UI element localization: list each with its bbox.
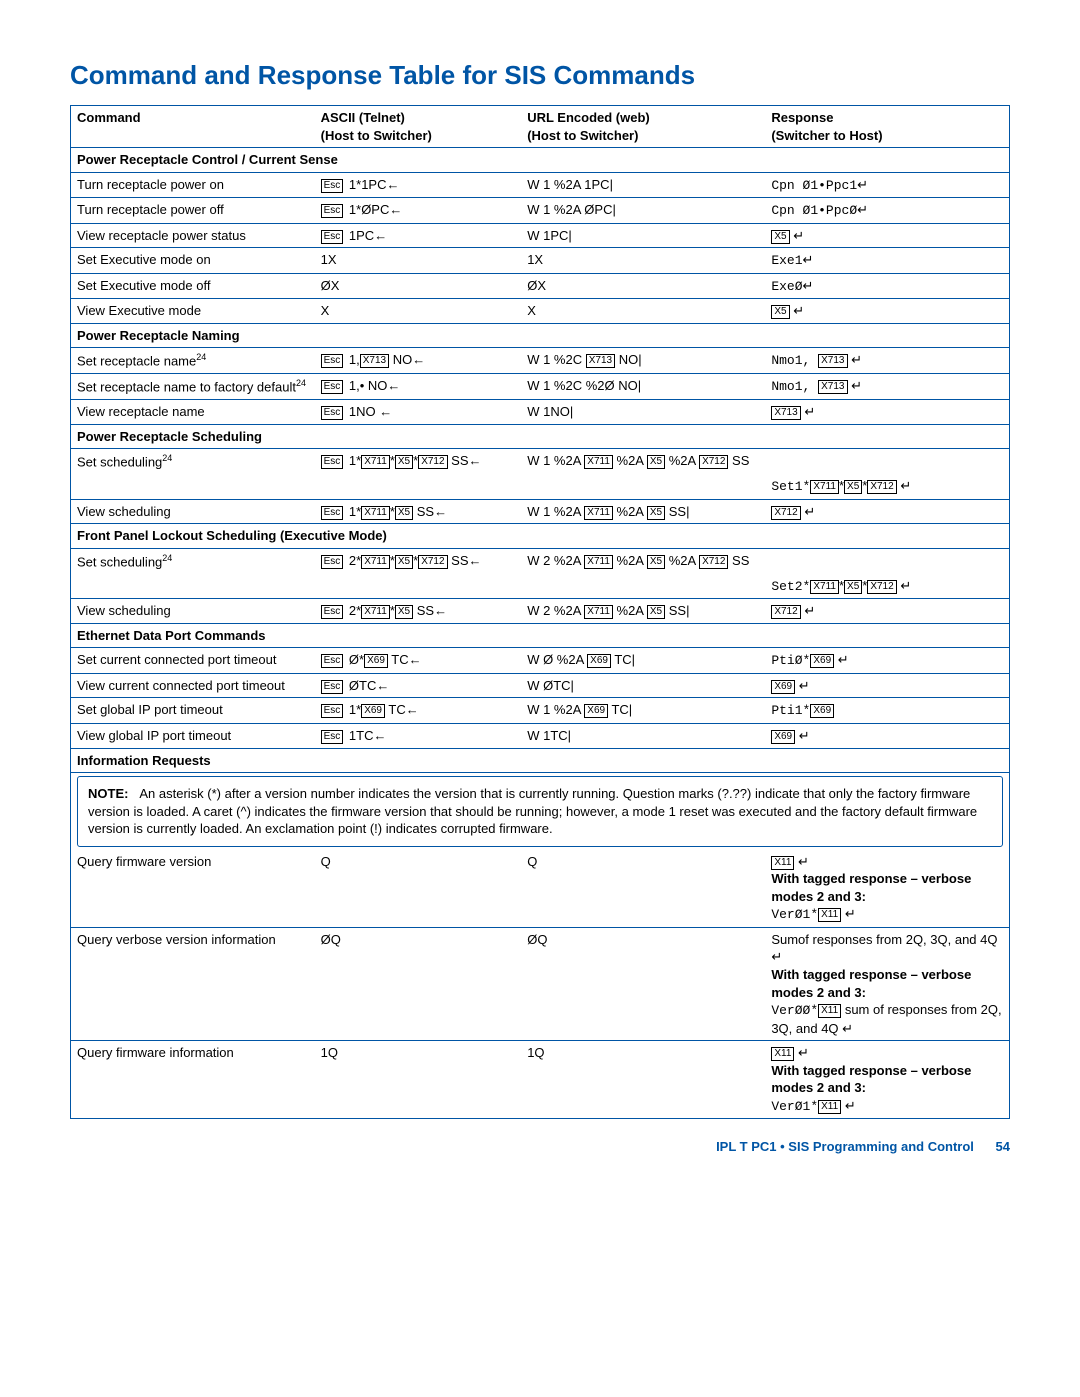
section-lockout: Front Panel Lockout Scheduling (Executiv… [71, 524, 1010, 549]
table-row: View Executive modeXX X5 [71, 299, 1010, 324]
hdr-response: Response(Switcher to Host) [765, 106, 1009, 148]
table-row: Query firmware information 1Q 1Q X11 Wit… [71, 1041, 1010, 1119]
section-ethernet: Ethernet Data Port Commands [71, 623, 1010, 648]
table-row: Set2*X711*X5*X712 [71, 574, 1010, 599]
table-row: Turn receptacle power off Esc 1*ØPC W 1 … [71, 198, 1010, 224]
section-scheduling: Power Receptacle Scheduling [71, 424, 1010, 449]
table-row: Query verbose version information ØQ ØQ … [71, 927, 1010, 1040]
table-row: Set1*X711*X5*X712 [71, 474, 1010, 499]
note-label: NOTE: [88, 786, 128, 801]
hdr-command: Command [71, 106, 315, 148]
hdr-url: URL Encoded (web)(Host to Switcher) [521, 106, 765, 148]
table-row: Set scheduling24 Esc 1*X711*X5*X712 SS W… [71, 449, 1010, 474]
table-row: Set receptacle name to factory default24… [71, 374, 1010, 400]
table-row: Set current connected port timeout Esc Ø… [71, 648, 1010, 674]
command-table: Command ASCII (Telnet)(Host to Switcher)… [70, 105, 1010, 1119]
section-naming: Power Receptacle Naming [71, 323, 1010, 348]
section-power-control: Power Receptacle Control / Current Sense [71, 148, 1010, 173]
note-row: NOTE: An asterisk (*) after a version nu… [71, 773, 1010, 850]
table-row: Set global IP port timeout Esc 1*X69 TC … [71, 698, 1010, 724]
table-row: View receptacle name Esc 1NO W 1NO| X713 [71, 400, 1010, 425]
table-row: Set scheduling24 Esc 2*X711*X5*X712 SS W… [71, 548, 1010, 573]
page-footer: IPL T PC1 • SIS Programming and Control … [70, 1139, 1010, 1154]
table-row: View current connected port timeout Esc … [71, 673, 1010, 698]
table-header: Command ASCII (Telnet)(Host to Switcher)… [71, 106, 1010, 148]
table-row: View scheduling Esc 1*X711*X5 SS W 1 %2A… [71, 499, 1010, 524]
hdr-ascii: ASCII (Telnet)(Host to Switcher) [315, 106, 522, 148]
footer-text: IPL T PC1 • SIS Programming and Control [716, 1139, 974, 1154]
table-row: Set Executive mode offØXØX ExeØ [71, 273, 1010, 299]
note-text: An asterisk (*) after a version number i… [88, 786, 977, 836]
table-row: Query firmware version Q Q X11 With tagg… [71, 850, 1010, 928]
note-box: NOTE: An asterisk (*) after a version nu… [77, 776, 1003, 847]
table-row: Set receptacle name24 Esc 1,X713 NO W 1 … [71, 348, 1010, 374]
table-row: View receptacle power status Esc 1PC W 1… [71, 223, 1010, 248]
table-row: Set Executive mode on1X1X Exe1 [71, 248, 1010, 274]
page-number: 54 [996, 1139, 1010, 1154]
page-title: Command and Response Table for SIS Comma… [70, 60, 1010, 91]
table-row: Turn receptacle power on Esc 1*1PC W 1 %… [71, 172, 1010, 198]
table-row: View scheduling Esc 2*X711*X5 SS W 2 %2A… [71, 599, 1010, 624]
section-info: Information Requests [71, 748, 1010, 773]
table-row: View global IP port timeout Esc 1TC W 1T… [71, 723, 1010, 748]
